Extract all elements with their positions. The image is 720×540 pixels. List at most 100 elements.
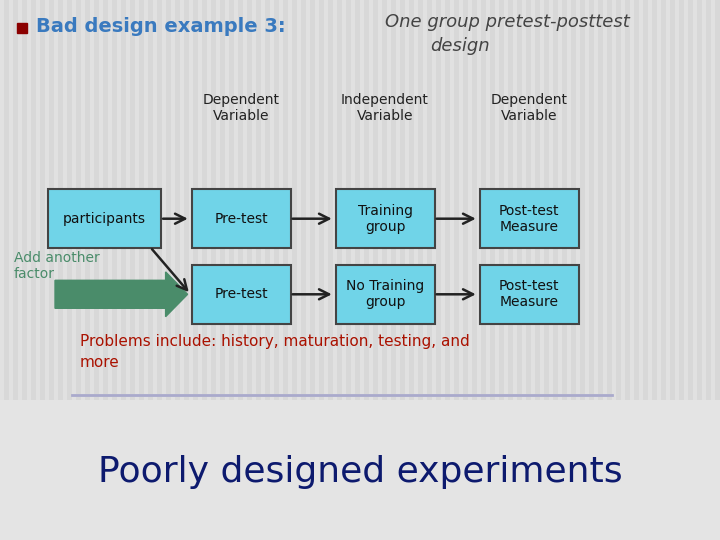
Bar: [90, 0, 94, 540]
Bar: [522, 0, 526, 540]
Text: Poorly designed experiments: Poorly designed experiments: [98, 455, 622, 489]
Bar: [648, 0, 652, 540]
Bar: [81, 0, 85, 540]
Text: Pre-test: Pre-test: [215, 212, 268, 226]
Bar: [0, 0, 4, 540]
Bar: [423, 0, 427, 540]
Bar: [450, 0, 454, 540]
Bar: [9, 0, 13, 540]
Bar: [540, 0, 544, 540]
Bar: [585, 0, 589, 540]
Bar: [261, 0, 265, 540]
Bar: [486, 0, 490, 540]
Bar: [18, 0, 22, 540]
Bar: [45, 0, 49, 540]
FancyBboxPatch shape: [192, 265, 291, 323]
Bar: [387, 0, 391, 540]
Text: Post-test
Measure: Post-test Measure: [499, 279, 559, 309]
Bar: [153, 0, 157, 540]
FancyArrow shape: [55, 272, 188, 316]
FancyBboxPatch shape: [48, 190, 161, 248]
Bar: [72, 0, 76, 540]
Bar: [576, 0, 580, 540]
Bar: [54, 0, 58, 540]
FancyBboxPatch shape: [336, 265, 435, 323]
FancyBboxPatch shape: [336, 190, 435, 248]
Bar: [180, 0, 184, 540]
Text: participants: participants: [63, 212, 146, 226]
Bar: [396, 0, 400, 540]
Bar: [621, 0, 625, 540]
Bar: [117, 0, 121, 540]
Text: One group pretest-posttest: One group pretest-posttest: [385, 13, 630, 31]
Bar: [441, 0, 445, 540]
Text: Post-test
Measure: Post-test Measure: [499, 204, 559, 234]
Bar: [144, 0, 148, 540]
Bar: [207, 0, 211, 540]
Text: Add another
factor: Add another factor: [14, 251, 100, 281]
Text: design: design: [430, 37, 490, 55]
Bar: [252, 0, 256, 540]
Bar: [63, 0, 67, 540]
Bar: [234, 0, 238, 540]
Bar: [0, 400, 720, 540]
Bar: [477, 0, 481, 540]
Text: Independent
Variable: Independent Variable: [341, 93, 429, 123]
Bar: [558, 0, 562, 540]
Bar: [306, 0, 310, 540]
Bar: [126, 0, 130, 540]
Bar: [504, 0, 508, 540]
Bar: [468, 0, 472, 540]
Bar: [693, 0, 697, 540]
FancyBboxPatch shape: [480, 190, 579, 248]
Bar: [567, 0, 571, 540]
Bar: [99, 0, 103, 540]
Bar: [270, 0, 274, 540]
Text: Pre-test: Pre-test: [215, 287, 268, 301]
Bar: [702, 0, 706, 540]
Bar: [225, 0, 229, 540]
Text: Dependent
Variable: Dependent Variable: [202, 93, 279, 123]
Bar: [630, 0, 634, 540]
Bar: [288, 0, 292, 540]
Bar: [549, 0, 553, 540]
Bar: [612, 0, 616, 540]
Bar: [414, 0, 418, 540]
Text: Problems include: history, maturation, testing, and
more: Problems include: history, maturation, t…: [80, 334, 469, 370]
Bar: [459, 0, 463, 540]
Bar: [378, 0, 382, 540]
Bar: [333, 0, 337, 540]
Bar: [189, 0, 193, 540]
Bar: [324, 0, 328, 540]
Bar: [432, 0, 436, 540]
Bar: [297, 0, 301, 540]
Bar: [171, 0, 175, 540]
Bar: [369, 0, 373, 540]
Bar: [603, 0, 607, 540]
Bar: [495, 0, 499, 540]
Bar: [27, 0, 31, 540]
Bar: [342, 0, 346, 540]
Bar: [216, 0, 220, 540]
Bar: [594, 0, 598, 540]
Bar: [243, 0, 247, 540]
Bar: [108, 0, 112, 540]
Text: Training
group: Training group: [358, 204, 413, 234]
Bar: [315, 0, 319, 540]
Bar: [135, 0, 139, 540]
Bar: [675, 0, 679, 540]
Bar: [279, 0, 283, 540]
Bar: [531, 0, 535, 540]
Bar: [711, 0, 715, 540]
Bar: [360, 0, 364, 540]
Text: Dependent
Variable: Dependent Variable: [490, 93, 567, 123]
Bar: [162, 0, 166, 540]
Bar: [36, 0, 40, 540]
FancyBboxPatch shape: [192, 190, 291, 248]
Bar: [513, 0, 517, 540]
Bar: [639, 0, 643, 540]
Bar: [405, 0, 409, 540]
Bar: [351, 0, 355, 540]
Bar: [657, 0, 661, 540]
Bar: [684, 0, 688, 540]
